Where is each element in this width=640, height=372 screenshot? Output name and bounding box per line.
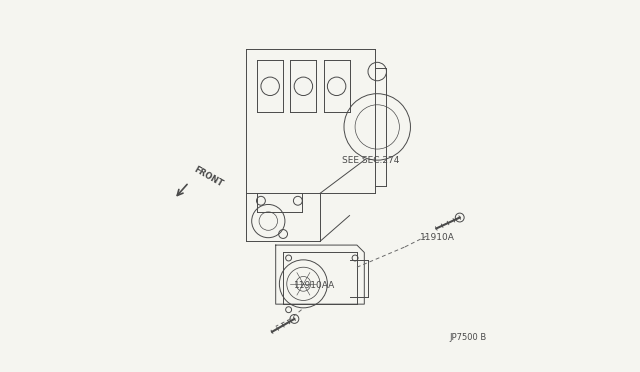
Text: FRONT: FRONT xyxy=(193,165,225,189)
Text: 11910A: 11910A xyxy=(420,233,454,242)
Text: 11910AA: 11910AA xyxy=(294,281,335,290)
Text: SEE SEC.274: SEE SEC.274 xyxy=(342,155,399,165)
Text: JP7500 B: JP7500 B xyxy=(449,333,486,342)
